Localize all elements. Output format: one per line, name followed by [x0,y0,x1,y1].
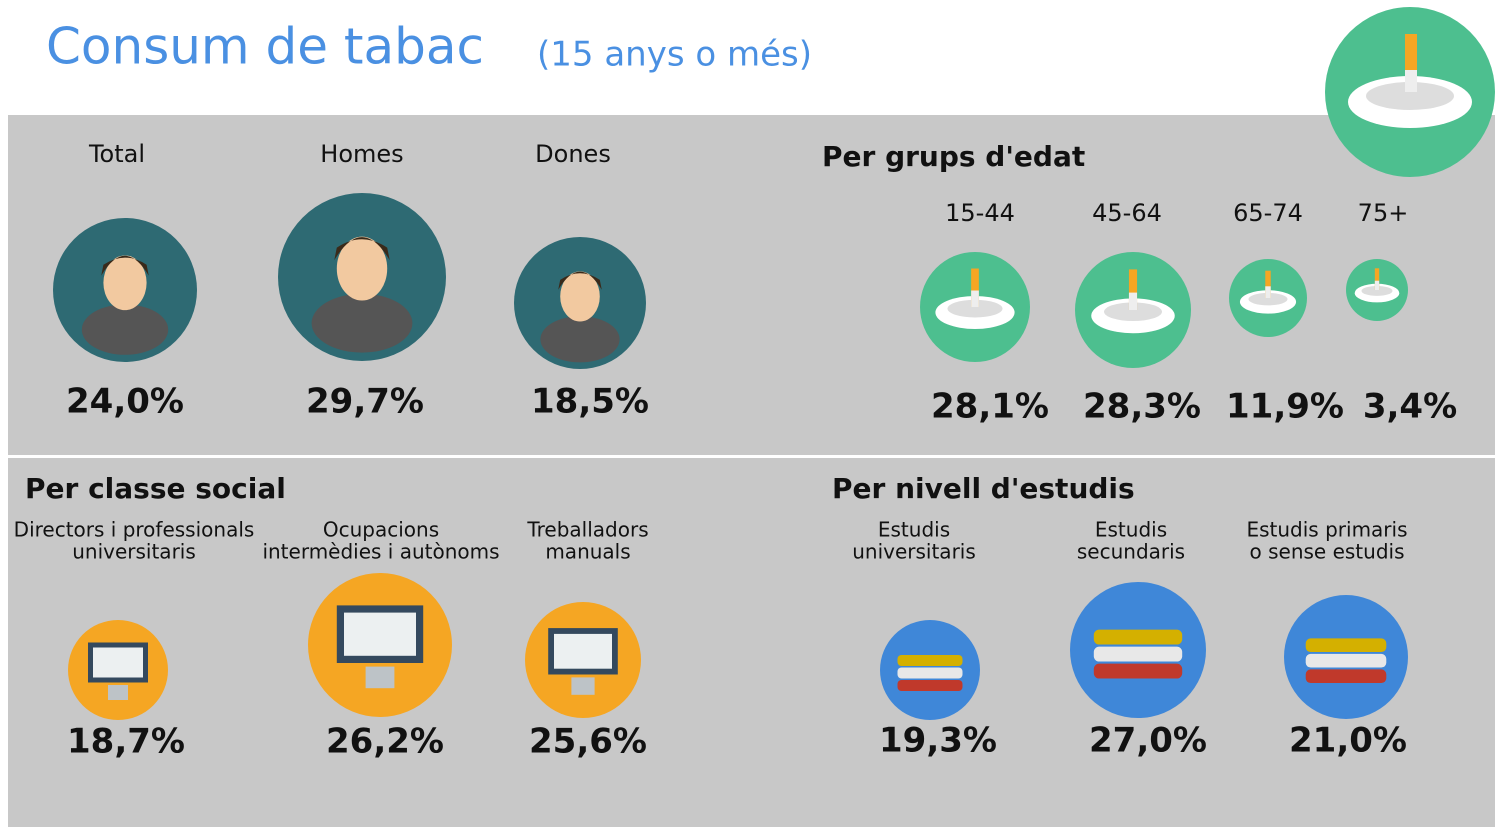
icon-part [1361,285,1393,296]
icon-part [897,680,963,691]
icon-part [103,255,147,311]
section-title: Per nivell d'estudis [832,472,1135,505]
icon-part [1305,638,1387,653]
item-value: 27,0% [1089,721,1207,761]
icon-part [1128,292,1138,310]
item-label: Total [88,140,145,168]
icon-part [1305,669,1387,684]
item-label: Ocupacions [323,518,439,542]
item-value: 3,4% [1363,387,1457,427]
icon-part [336,236,388,301]
item-value: 28,1% [931,387,1049,427]
icon-part [971,290,979,307]
icon-part [540,316,620,363]
item-label: Estudis [1095,518,1167,542]
item-label: Dones [535,140,611,168]
item-label: Estudis primaris [1246,518,1407,542]
item-label: o sense estudis [1250,540,1405,564]
item-label: 45-64 [1092,199,1162,227]
item-value: 11,9% [1226,387,1344,427]
item-label: universitaris [72,540,196,564]
item-label: 15-44 [945,199,1015,227]
item-label: Estudis [878,518,950,542]
section-title: Per classe social [25,472,286,505]
icon-part [1265,286,1271,298]
icon-part [365,666,395,689]
item-value: 28,3% [1083,387,1201,427]
item-label: 65-74 [1233,199,1303,227]
icon-part [1104,302,1162,322]
item-value: 26,2% [326,722,444,762]
icon-part [344,612,416,656]
item-value: 18,5% [531,382,649,422]
item-value: 25,6% [529,722,647,762]
icon-part [108,685,128,700]
item-value: 24,0% [66,382,184,422]
item-value: 21,0% [1289,721,1407,761]
icon-part [1374,280,1380,290]
item-label: manuals [545,540,630,564]
item-value: 18,7% [67,722,185,762]
subtitle: (15 anys o més) [537,35,812,75]
icon-part [560,271,600,322]
icon-part [1248,292,1288,306]
icon-part [1265,270,1271,298]
icon-part [897,655,963,666]
icon-part [897,667,963,679]
ashtray-icon [1325,7,1495,177]
icon-part [1128,269,1138,310]
icon-part [311,293,413,353]
icon-part [1093,646,1183,662]
icon-part [1093,663,1183,679]
item-label: Homes [320,140,403,168]
icon-part [1305,653,1387,668]
bottom-panel [8,458,1495,827]
title: Consum de tabac [46,18,484,76]
item-label: secundaris [1077,540,1185,564]
icon-part [1374,268,1380,290]
icon-part [101,255,149,276]
icon-part [947,299,1003,318]
icon-part [1093,629,1183,645]
icon-part [558,271,602,290]
icon-part [93,647,143,678]
item-value: 19,3% [879,721,997,761]
section-title: Per grups d'edat [822,140,1085,173]
item-label: universitaris [852,540,976,564]
icon-part [554,633,612,669]
icon-part [971,268,979,307]
item-label: Treballadors [526,518,648,542]
item-value: 29,7% [306,382,424,422]
item-label: Directors i professionals [14,518,255,542]
icon-part [571,677,595,695]
icon-part [81,304,169,355]
item-label: 75+ [1358,199,1409,227]
icon-part [334,237,390,261]
item-label: intermèdies i autònoms [262,540,499,564]
